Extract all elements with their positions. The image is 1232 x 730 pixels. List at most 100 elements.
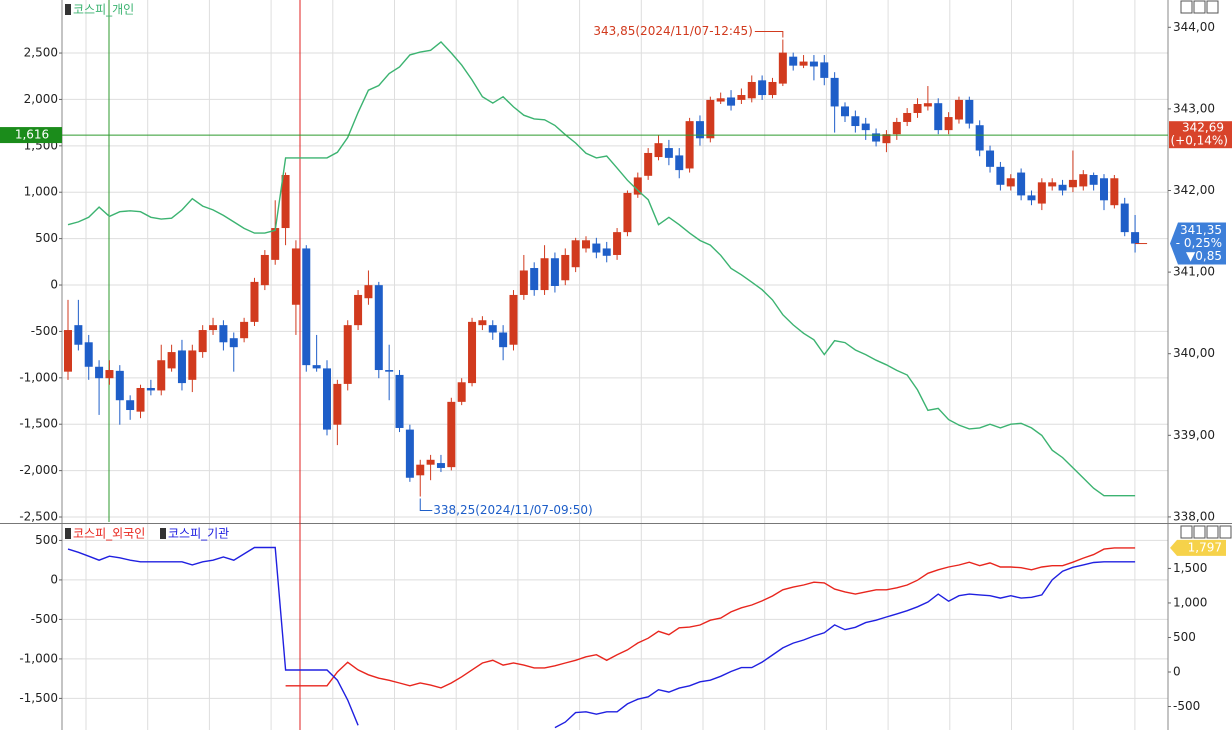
candle-body (799, 61, 808, 66)
y-tick-label: 0 (50, 572, 58, 586)
y-tick-label: 2,500 (24, 46, 58, 60)
candle-body (944, 117, 953, 131)
legend-icon (65, 4, 71, 15)
last-value-box (1170, 539, 1226, 556)
candle-body (84, 342, 93, 367)
candle-body (447, 401, 456, 468)
button[interactable] (1180, 525, 1193, 539)
candle-body (768, 81, 777, 96)
high-label: 343,85(2024/11/07-12:45) (593, 24, 752, 38)
crosshair-y2-box (1169, 121, 1232, 149)
candle-body (561, 254, 570, 281)
candle-body (1110, 178, 1119, 206)
button[interactable] (1206, 525, 1219, 539)
y-tick-label: -500 (31, 612, 58, 626)
candle-body (281, 175, 290, 229)
candle-body (240, 321, 249, 339)
y2-tick-label: 338,00 (1173, 509, 1215, 523)
crosshair-y-label: 1,616 (15, 128, 49, 142)
y2-tick-label: 340,00 (1173, 346, 1215, 360)
candle-body (519, 270, 528, 295)
candle-body (820, 62, 829, 78)
y2-tick-label: 344,00 (1173, 20, 1215, 34)
candle-body (695, 121, 704, 139)
candle-body (167, 352, 176, 369)
candle-body (582, 240, 590, 249)
candle-body (1089, 175, 1098, 185)
grid-layer (62, 0, 1168, 730)
candle-body (882, 134, 891, 144)
candle-body (1058, 184, 1067, 191)
y2-tick-label: 339,00 (1173, 428, 1215, 442)
candle-body (250, 281, 259, 322)
candle-body (302, 248, 311, 366)
legend-icon (65, 528, 71, 539)
button[interactable] (1193, 525, 1206, 539)
candle-body (1131, 232, 1140, 244)
candle-body (188, 350, 197, 380)
candle-body (136, 387, 145, 412)
candle-body (64, 330, 72, 372)
panel-title: 코스피_개인 (73, 3, 134, 17)
candle-body (436, 463, 445, 468)
candle-body (571, 240, 580, 268)
candle-body (126, 400, 135, 411)
y2-tick-label: 0 (1173, 665, 1181, 679)
candle-body (1027, 195, 1036, 201)
candle-body (623, 192, 632, 233)
y2-tick-label: 343,00 (1173, 101, 1215, 115)
legend-icon (160, 528, 166, 539)
y-tick-label: -1,000 (19, 370, 58, 384)
candle-body (903, 112, 912, 122)
candle-body (1079, 174, 1088, 187)
button[interactable] (1180, 0, 1193, 14)
candle-body (312, 365, 321, 369)
last-price-box (1170, 222, 1226, 265)
candle-body (1120, 203, 1129, 233)
y-tick-label: -1,500 (19, 691, 58, 705)
candle-body (644, 152, 653, 176)
candle-body (872, 133, 881, 142)
candle-body (323, 368, 331, 430)
y-tick-label: 0 (50, 278, 58, 292)
candle-body (737, 95, 746, 100)
low-pointer (419, 498, 433, 512)
candle-body (291, 248, 300, 305)
candle-body (209, 325, 218, 331)
candle-body (923, 103, 932, 107)
y-tick-label: -2,500 (19, 510, 58, 524)
candle-body (509, 294, 518, 345)
candle-body (488, 325, 497, 333)
line-series (285, 547, 1136, 689)
candle-body (841, 106, 849, 117)
candle-body (364, 285, 373, 299)
candle-body (1100, 178, 1108, 201)
candle-body (157, 360, 166, 391)
candle-body (74, 325, 83, 345)
candle-body (177, 350, 186, 384)
candle-body (633, 177, 642, 195)
y2-tick-label: 342,00 (1173, 183, 1215, 197)
candle-body (260, 254, 269, 286)
candle-body (602, 248, 611, 256)
candle-body (343, 325, 352, 384)
button[interactable] (1193, 0, 1206, 14)
candle-body (530, 268, 539, 291)
candle-body (416, 464, 425, 476)
candle-body (395, 374, 404, 428)
button[interactable] (1206, 0, 1219, 14)
candle-body (892, 121, 901, 135)
button[interactable] (1219, 525, 1232, 539)
y2-tick-label: 1,000 (1173, 595, 1207, 609)
candle-body (540, 258, 549, 291)
y-tick-label: -1,000 (19, 651, 58, 665)
candle-body (592, 243, 601, 253)
plot-area (67, 546, 1136, 729)
candle-body (675, 155, 684, 171)
candle-body (996, 166, 1005, 185)
crosshair-y-box (0, 127, 62, 144)
line-series (67, 40, 1136, 497)
candle-body (758, 80, 767, 96)
window-buttons[interactable] (1180, 0, 1232, 539)
